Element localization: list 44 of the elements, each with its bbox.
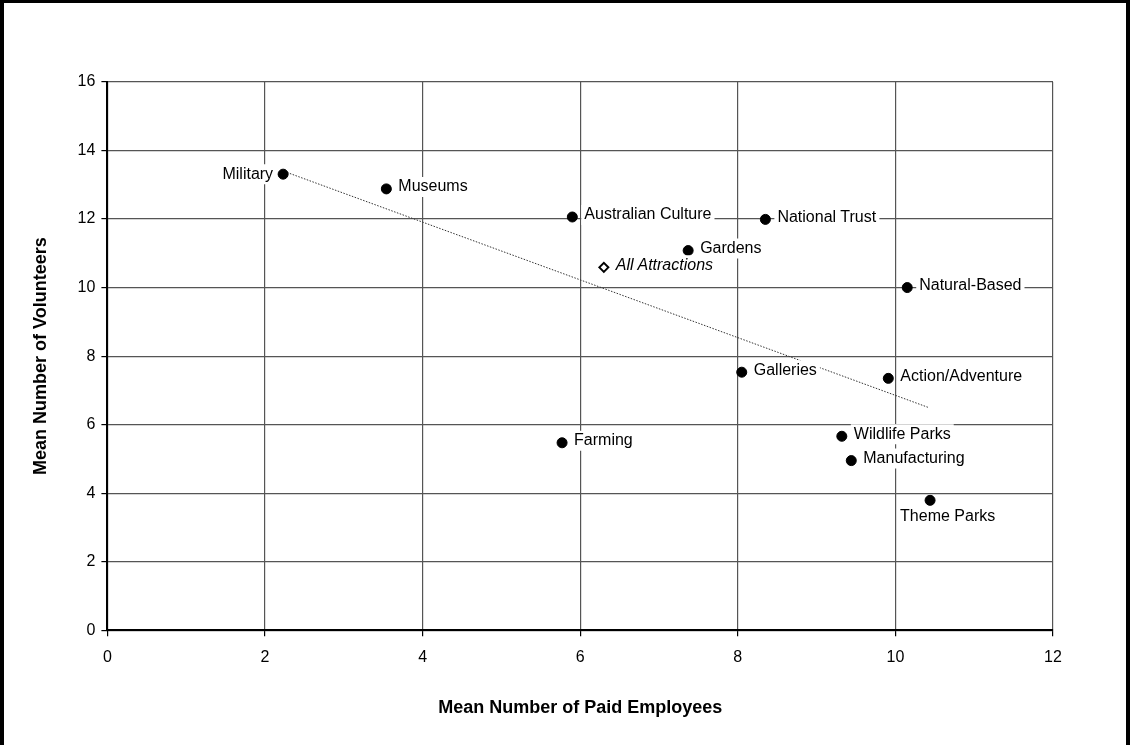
x-tick-label: 2 <box>260 648 270 666</box>
point <box>277 168 289 180</box>
x-tick-label: 4 <box>418 648 428 666</box>
x-tick-label: 6 <box>575 648 585 666</box>
series-label: Galleries <box>753 360 817 378</box>
series-label: Farming <box>574 431 633 449</box>
y-tick-label: 2 <box>86 552 96 570</box>
point <box>882 372 894 384</box>
series-label: Theme Parks <box>900 506 996 524</box>
series-label: Manufacturing <box>863 449 965 467</box>
series-label: All Attractions <box>614 255 714 273</box>
x-tick-label: 8 <box>733 648 743 666</box>
series-label: Wildlife Parks <box>853 424 951 442</box>
y-tick-label: 12 <box>77 209 96 227</box>
x-tick-label: 10 <box>886 648 905 666</box>
point <box>924 494 936 506</box>
point <box>736 366 748 378</box>
series-label: Military <box>222 164 274 182</box>
series-label: Natural-Based <box>919 275 1022 293</box>
point <box>836 430 848 442</box>
y-tick-label: 6 <box>86 415 96 433</box>
y-tick-label: 4 <box>86 483 96 501</box>
y-tick-label: 10 <box>77 277 96 295</box>
series-label: Gardens <box>700 238 762 256</box>
point <box>901 282 913 294</box>
point <box>598 261 610 273</box>
series-label: Museums <box>398 177 468 195</box>
y-tick-label: 8 <box>86 346 96 364</box>
y-tick-label: 16 <box>77 72 96 90</box>
point <box>380 183 392 195</box>
point <box>759 213 771 225</box>
series-label: Australian Culture <box>584 205 712 223</box>
y-tick-label: 14 <box>77 140 96 158</box>
x-tick-label: 0 <box>102 648 112 666</box>
y-axis-title: Mean Number of Volunteers <box>29 237 50 475</box>
point <box>566 211 578 223</box>
series-label: Action/Adventure <box>900 366 1023 384</box>
point <box>845 455 857 467</box>
point <box>556 437 568 449</box>
x-axis-title: Mean Number of Paid Employees <box>438 697 723 718</box>
y-tick-label: 0 <box>86 620 96 638</box>
x-tick-label: 12 <box>1044 648 1062 666</box>
series-label: National Trust <box>777 207 877 225</box>
point <box>682 245 694 257</box>
